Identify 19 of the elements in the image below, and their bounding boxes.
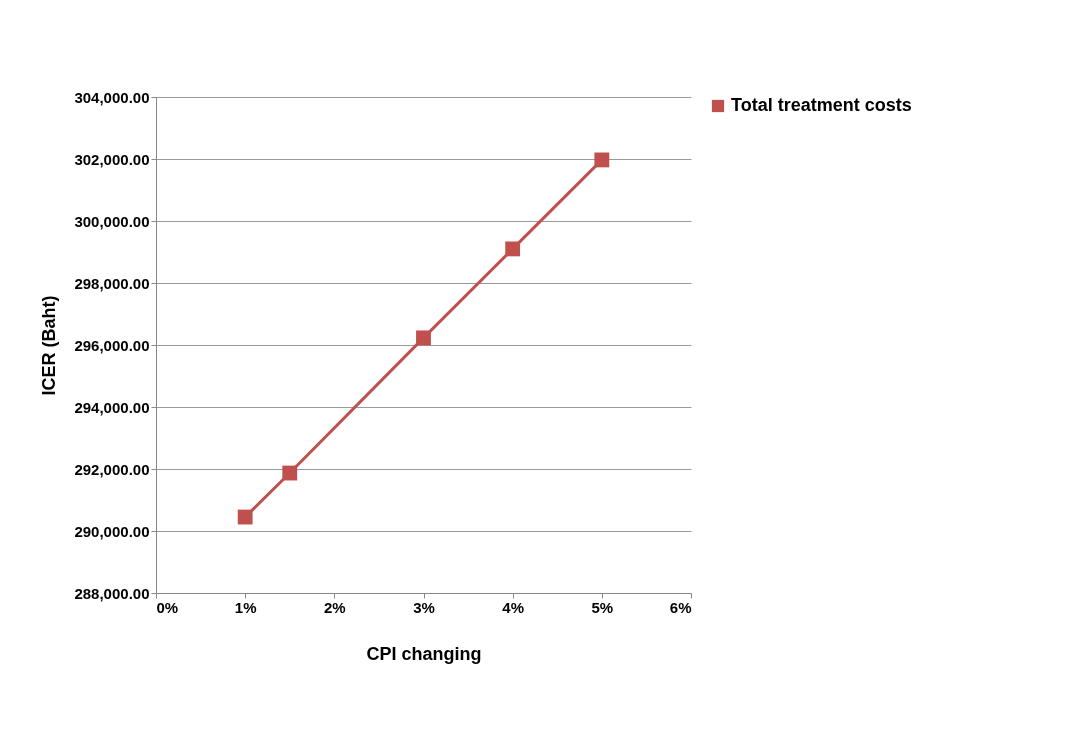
y-tick-label: 304,000.00 [74,88,150,106]
y-tick-label: 290,000.00 [74,522,150,540]
y-tick-label: 288,000.00 [74,584,150,602]
x-tick-label: 1% [234,598,257,616]
y-tick-label: 296,000.00 [74,336,150,354]
x-tick-label: 6% [669,598,692,616]
x-axis-title: CPI changing [366,643,482,664]
x-tick-label: 2% [323,598,346,616]
legend-label: Total treatment costs [731,95,912,115]
y-tick-label: 294,000.00 [74,398,150,416]
x-tick-label: 3% [413,598,435,616]
x-tick-label: 0% [156,598,179,616]
x-tick-label: 4% [502,598,525,616]
y-tick-label: 300,000.00 [74,212,150,230]
y-tick-label: 302,000.00 [74,150,150,168]
y-tick-label: 298,000.00 [74,274,150,292]
x-tick-label: 5% [591,598,614,616]
y-tick-label: 292,000.00 [74,460,150,478]
y-axis-title: ICER (Baht) [39,295,60,396]
